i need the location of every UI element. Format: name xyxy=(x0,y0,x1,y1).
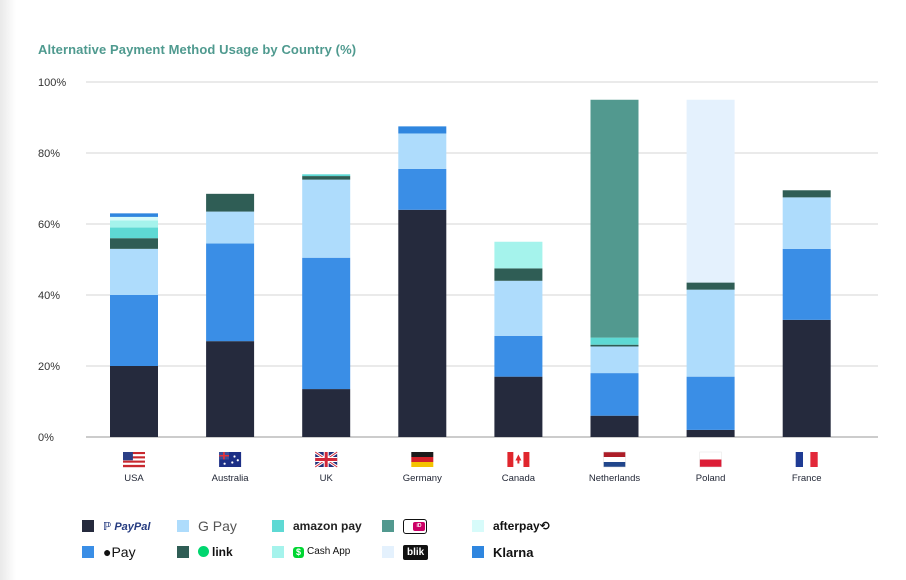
x-tick-label: USA xyxy=(124,473,144,484)
legend-swatch xyxy=(272,546,284,558)
france-flag-icon xyxy=(795,452,818,467)
bar-segment xyxy=(110,238,158,249)
y-tick-label: 0% xyxy=(38,432,54,444)
link-logo-icon: link xyxy=(198,545,233,559)
bar-segment xyxy=(782,319,831,437)
bar-segment xyxy=(110,366,158,437)
bar-segment xyxy=(302,257,351,390)
bar-segment xyxy=(206,243,255,342)
x-tick-label: Australia xyxy=(212,473,250,484)
bar-segment xyxy=(398,168,447,210)
bar-segment xyxy=(494,335,543,377)
legend-item-ideal: iD xyxy=(382,518,427,534)
legend-swatch xyxy=(472,546,484,558)
bar-segment xyxy=(494,268,543,281)
bar-segment xyxy=(398,126,447,134)
x-tick-label: UK xyxy=(320,473,334,484)
google-pay-logo-icon: G Pay xyxy=(198,518,237,534)
bar-segment xyxy=(782,190,831,198)
legend-swatch xyxy=(177,546,189,558)
bar-segment xyxy=(110,216,158,221)
bar-segment xyxy=(782,197,831,249)
legend-swatch xyxy=(272,520,284,532)
bar-segment xyxy=(590,346,639,374)
bar-segment xyxy=(302,389,351,437)
legend-swatch xyxy=(82,520,94,532)
bar-segment xyxy=(110,248,158,295)
paypal-logo-icon: ℙ PayPal xyxy=(103,520,151,533)
y-tick-label: 100% xyxy=(38,77,66,89)
legend-item-link: link xyxy=(177,544,233,560)
legend-item-blik: blik xyxy=(382,544,429,560)
usa-flag-icon xyxy=(123,452,145,468)
bar-segment xyxy=(686,376,735,430)
bar-segment xyxy=(398,133,447,169)
cash-app-logo-icon: $ Cash App xyxy=(293,546,350,558)
bar-segment xyxy=(590,99,639,338)
klarna-logo-icon: Klarna xyxy=(493,544,534,560)
canada-flag-icon xyxy=(507,452,530,467)
bar-segment xyxy=(590,415,639,437)
bar-segment xyxy=(494,241,543,269)
y-tick-label: 20% xyxy=(38,361,60,373)
y-tick-label: 80% xyxy=(38,148,60,160)
bar-segment xyxy=(206,193,255,212)
x-tick-label: Germany xyxy=(403,473,442,484)
legend-swatch xyxy=(382,520,394,532)
stacked-bar-chart: 0% 20% 40% 60% 80% 100% USA Australia UK Germany C… xyxy=(38,77,878,484)
ideal-logo-icon: iD xyxy=(403,518,427,534)
legend-swatch xyxy=(382,546,394,558)
bar-segment xyxy=(686,99,735,283)
germany-flag-icon xyxy=(411,452,434,467)
bar-segment xyxy=(302,174,351,177)
x-tick-label: Canada xyxy=(502,473,536,484)
bar-segment xyxy=(494,376,543,437)
x-tick-label: Netherlands xyxy=(589,473,640,484)
bar-segment xyxy=(494,280,543,336)
bar-segment xyxy=(110,295,158,366)
legend-swatch xyxy=(472,520,484,532)
poland-flag-icon xyxy=(699,451,722,468)
bar-segment xyxy=(110,220,158,228)
apple-pay-logo-icon: ●Pay xyxy=(103,544,136,560)
legend-item-klarna: Klarna xyxy=(472,544,533,560)
bar-segment xyxy=(590,337,639,345)
legend-swatch xyxy=(82,546,94,558)
bar-segment xyxy=(206,341,255,437)
bar-segment xyxy=(110,213,158,217)
afterpay-logo-icon: afterpay⟲ xyxy=(493,519,550,533)
legend: ℙ PayPal G Pay amazon pay iD afterpay⟲ ●… xyxy=(82,514,902,570)
amazon-pay-logo-icon: amazon pay xyxy=(293,519,362,533)
legend-item-gpay: G Pay xyxy=(177,518,237,534)
blik-logo-icon: blik xyxy=(403,544,429,560)
legend-item-cash-app: $ Cash App xyxy=(272,544,350,560)
bar-segment xyxy=(302,179,351,258)
page-edge-shadow xyxy=(0,0,16,580)
netherlands-flag-icon xyxy=(603,451,626,468)
legend-swatch xyxy=(177,520,189,532)
bar-segment xyxy=(686,282,735,290)
legend-item-apple-pay: ●Pay xyxy=(82,544,136,560)
bar-segment xyxy=(110,227,158,239)
legend-item-paypal: ℙ PayPal xyxy=(82,518,150,534)
y-tick-label: 60% xyxy=(38,219,60,231)
chart-title: Alternative Payment Method Usage by Coun… xyxy=(38,42,357,57)
x-tick-label: Poland xyxy=(696,473,726,484)
bar-segment xyxy=(590,373,639,416)
bar-segment xyxy=(206,211,255,244)
bar-segment xyxy=(398,209,447,437)
y-tick-label: 40% xyxy=(38,290,60,302)
bar-segment xyxy=(686,289,735,377)
legend-item-afterpay: afterpay⟲ xyxy=(472,518,550,534)
bar-segment xyxy=(590,344,639,347)
bar-segment xyxy=(686,429,735,437)
legend-item-amazon-pay: amazon pay xyxy=(272,518,362,534)
australia-flag-icon xyxy=(219,452,242,467)
x-tick-label: France xyxy=(792,473,822,484)
bar-segment xyxy=(302,176,351,180)
bar-segment xyxy=(782,248,831,320)
uk-flag-icon xyxy=(314,450,339,469)
